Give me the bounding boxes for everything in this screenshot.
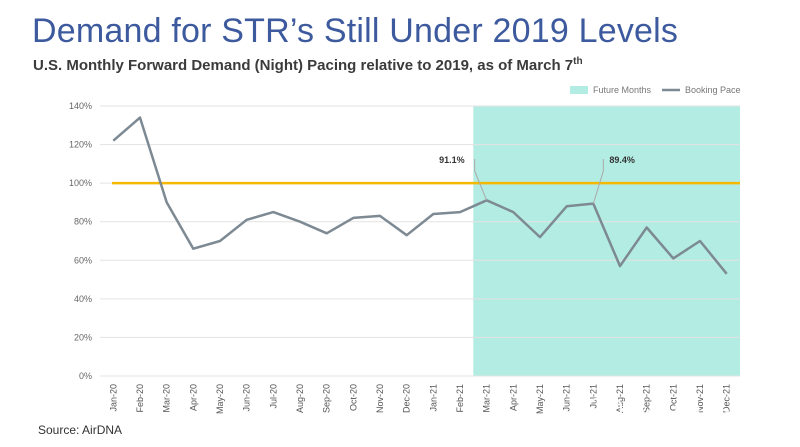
y-tick-label: 60% — [74, 255, 92, 265]
source-note: Source: AirDNA — [38, 423, 123, 437]
y-tick-label: 20% — [74, 332, 92, 342]
x-tick-label: Dec-21 — [722, 384, 732, 413]
legend-label: Booking Pace — [685, 85, 741, 95]
x-tick-label: Jun-20 — [242, 384, 252, 412]
watermark: D DealMoon — [588, 395, 788, 435]
x-tick-label: May-21 — [535, 384, 545, 414]
x-tick-label: Feb-20 — [135, 384, 145, 413]
subtitle-superscript: th — [573, 56, 583, 67]
data-label: 89.4% — [609, 155, 635, 165]
x-tick-label: Sep-21 — [642, 384, 652, 413]
x-tick-label: Nov-20 — [375, 384, 385, 413]
x-tick-label: Mar-21 — [482, 384, 492, 413]
future-months-region — [473, 106, 740, 376]
x-tick-label: Aug-20 — [295, 384, 305, 413]
y-tick-label: 80% — [74, 217, 92, 227]
x-tick-label: Mar-20 — [162, 384, 172, 413]
x-tick-label: Apr-21 — [508, 384, 518, 411]
x-tick-label: Jul-20 — [268, 384, 278, 409]
x-tick-label: Jun-21 — [562, 384, 572, 412]
x-tick-label: Apr-20 — [188, 384, 198, 411]
annotation-leader — [592, 159, 604, 204]
y-tick-label: 120% — [69, 140, 92, 150]
chart-title: Demand for STR’s Still Under 2019 Levels — [32, 12, 679, 50]
x-tick-label: Feb-21 — [455, 384, 465, 413]
booking-pace-line — [112, 116, 728, 275]
x-tick-label: Nov-21 — [695, 384, 705, 413]
watermark-logo-icon: D — [588, 398, 622, 432]
x-tick-label: Oct-21 — [668, 384, 678, 411]
legend-label: Future Months — [593, 85, 652, 95]
x-tick-label: Sep-20 — [322, 384, 332, 413]
y-tick-label: 0% — [79, 371, 92, 381]
x-tick-label: Dec-20 — [402, 384, 412, 413]
x-tick-label: Oct-20 — [348, 384, 358, 411]
legend-swatch-future-months — [570, 86, 588, 94]
y-tick-label: 100% — [69, 178, 92, 188]
x-tick-label: Jan-21 — [428, 384, 438, 412]
x-tick-label: Jan-20 — [108, 384, 118, 412]
chart-subtitle: U.S. Monthly Forward Demand (Night) Paci… — [33, 56, 583, 74]
subtitle-text: U.S. Monthly Forward Demand (Night) Paci… — [33, 57, 574, 74]
y-tick-label: 40% — [74, 294, 92, 304]
x-tick-label: May-20 — [215, 384, 225, 414]
y-tick-label: 140% — [69, 101, 92, 111]
x-tick-label: Jul-21 — [588, 384, 598, 409]
watermark-text: DealMoon — [628, 401, 747, 428]
x-tick-label: Aug-21 — [615, 384, 625, 413]
data-label: 91.1% — [439, 155, 465, 165]
annotation-leader — [474, 159, 488, 201]
